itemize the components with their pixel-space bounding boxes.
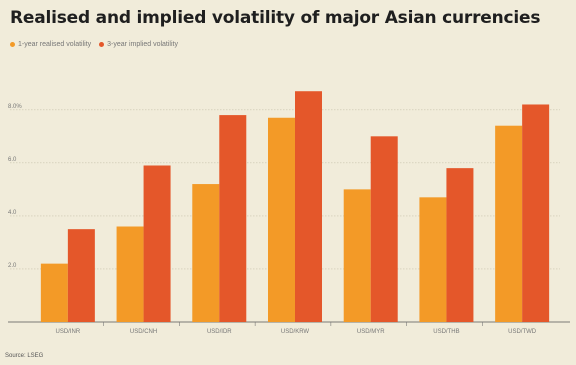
bar-realised bbox=[116, 226, 144, 322]
bar-implied bbox=[522, 104, 550, 322]
y-tick-label: 4.0 bbox=[8, 210, 17, 216]
bar-implied bbox=[143, 165, 171, 322]
legend-label-realised: 1-year realised volatility bbox=[18, 41, 92, 48]
legend-item-realised: 1-year realised volatility bbox=[10, 41, 91, 48]
bar-realised bbox=[419, 197, 447, 322]
y-tick-label: 6.0 bbox=[8, 157, 17, 163]
legend-swatch-realised bbox=[10, 42, 15, 47]
y-tick-label: 2.0 bbox=[8, 263, 17, 269]
bar-realised bbox=[495, 125, 523, 322]
bar-implied bbox=[219, 115, 247, 323]
bar-realised bbox=[40, 263, 68, 322]
bar-realised bbox=[343, 189, 371, 322]
x-tick-label: USD/IDR bbox=[207, 329, 232, 335]
x-tick-label: USD/CNH bbox=[130, 329, 157, 335]
x-tick-label: USD/KRW bbox=[281, 329, 310, 335]
x-tick-label: USD/MYR bbox=[357, 329, 385, 335]
bar-implied bbox=[67, 229, 95, 322]
bar-realised bbox=[192, 184, 220, 322]
y-tick-label: 8.0% bbox=[8, 104, 22, 110]
bar-implied bbox=[446, 168, 474, 322]
legend-swatch-implied bbox=[99, 42, 105, 47]
x-tick-label: USD/INR bbox=[56, 329, 81, 335]
legend-label-implied: 3-year implied volatility bbox=[107, 41, 178, 48]
bar-implied bbox=[370, 136, 398, 322]
chart-title: Realised and implied volatility of major… bbox=[10, 8, 541, 28]
x-tick-label: USD/THB bbox=[433, 329, 459, 335]
bar-implied bbox=[295, 91, 322, 322]
source-note: Source: LSEG bbox=[5, 353, 44, 359]
bar-realised bbox=[268, 117, 295, 322]
chart-legend: 1-year realised volatility 3-year implie… bbox=[10, 41, 186, 48]
legend-item-implied: 3-year implied volatility bbox=[99, 41, 178, 48]
x-tick-label: USD/TWD bbox=[508, 329, 537, 335]
